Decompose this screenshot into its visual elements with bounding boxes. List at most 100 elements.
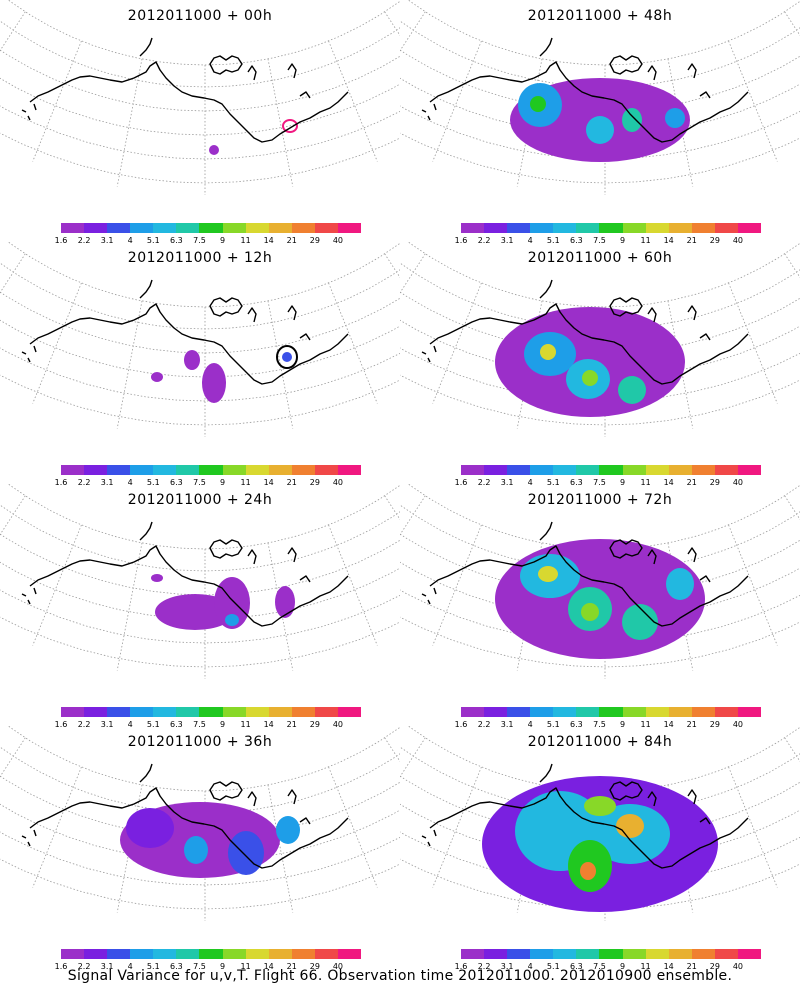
map-content: [400, 0, 800, 195]
colorbar-swatch: [461, 707, 485, 717]
colorbar-tick-label: 5.1: [146, 720, 160, 729]
graticule-parallel: [0, 49, 400, 112]
graticule-meridian: [384, 737, 400, 763]
colorbar-tick-label: 29: [309, 962, 320, 971]
colorbar-swatch: [61, 223, 85, 233]
coastline: [139, 521, 153, 541]
variance-region: [665, 108, 685, 128]
graticule-parallel: [400, 132, 800, 184]
graticule-parallel: [0, 132, 400, 184]
colorbar: [61, 223, 362, 233]
colorbar-tick-label: 40: [332, 720, 344, 729]
colorbar-swatch: [461, 465, 485, 475]
graticule-meridian: [400, 11, 426, 52]
colorbar-swatch: [668, 223, 692, 233]
colorbar-swatch: [507, 465, 531, 475]
colorbar-tick-label: 40: [332, 478, 344, 487]
graticule-parallel: [0, 561, 400, 620]
colorbar-tick-label: 11: [240, 962, 251, 971]
colorbar-swatch: [484, 707, 508, 717]
map-panel-24h: 2012011000 + 24h 1.6 2.2 3.1 4 5.1 6.3 7.5 9 11 1…: [0, 484, 400, 734]
variance-contour: [276, 345, 298, 369]
colorbar-tick-label: 3.1: [100, 720, 114, 729]
coastline: [209, 539, 243, 559]
graticule-parallel: [0, 746, 400, 814]
figure-caption: Signal Variance for u,v,T. Flight 66. Ob…: [67, 968, 733, 984]
colorbar-tick-label: 1.6: [454, 236, 468, 245]
colorbar-tick-label: 3.1: [100, 962, 114, 971]
colorbar-labels: 1.6 2.2 3.1 4 5.1 6.3 7.5 9 11 14 21 29 40: [55, 478, 361, 490]
graticule-parallel: [7, 242, 400, 308]
variance-region: [276, 816, 300, 844]
colorbar-swatch: [714, 223, 738, 233]
map: [400, 726, 800, 921]
colorbar-tick-label: 4: [127, 478, 133, 487]
colorbar-swatch: [530, 707, 554, 717]
colorbar-swatch: [61, 949, 85, 959]
colorbar-tick-label: 4: [127, 720, 133, 729]
variance-region: [584, 796, 616, 816]
colorbar-swatch: [107, 949, 131, 959]
colorbar-swatch: [153, 223, 177, 233]
variance-region: [184, 836, 208, 864]
colorbar-swatch: [737, 949, 762, 959]
coastline: [299, 575, 311, 583]
graticule-meridian: [116, 58, 143, 187]
coastline: [247, 307, 257, 323]
colorbar-labels: 1.6 2.2 3.1 4 5.1 6.3 7.5 9 11 14 21 29 40: [455, 962, 761, 974]
map: [0, 484, 400, 679]
colorbar-labels: 1.6 2.2 3.1 4 5.1 6.3 7.5 9 11 14 21 29 40: [455, 720, 761, 732]
graticule-meridian: [116, 542, 143, 671]
colorbar-tick-label: 14: [263, 236, 274, 245]
coastline: [139, 763, 153, 783]
colorbar-tick-label: 21: [286, 236, 297, 245]
colorbar-swatch: [461, 949, 485, 959]
colorbar-swatch: [61, 707, 85, 717]
colorbar-swatch: [153, 949, 177, 959]
colorbar-tick-label: 2.2: [77, 236, 91, 245]
coastline: [647, 307, 657, 323]
colorbar-tick-label: 6.3: [570, 720, 583, 729]
graticule-parallel: [400, 561, 800, 620]
colorbar-tick-label: 1.6: [454, 962, 468, 971]
colorbar-swatch: [84, 707, 108, 717]
colorbar-tick-label: 9: [619, 720, 626, 729]
graticule-parallel: [400, 77, 800, 136]
colorbar-swatch: [507, 223, 531, 233]
graticule-meridian: [728, 40, 778, 162]
colorbar-tick-label: 6.3: [170, 478, 183, 487]
coastline: [139, 279, 153, 299]
colorbar-swatch: [153, 465, 177, 475]
graticule-parallel: [0, 803, 400, 862]
colorbar-swatch: [691, 465, 715, 475]
colorbar-swatch: [291, 949, 315, 959]
coastline: [29, 303, 349, 385]
colorbar: [461, 707, 762, 717]
colorbar-tick-label: 7.5: [593, 236, 606, 245]
map-content: [400, 726, 800, 921]
colorbar-swatch: [84, 949, 108, 959]
colorbar-tick-label: 29: [709, 720, 720, 729]
colorbar-swatch: [507, 949, 531, 959]
colorbar-tick-label: 11: [640, 720, 651, 729]
colorbar-tick-label: 4: [527, 236, 533, 245]
coastline: [29, 61, 349, 143]
colorbar-swatch: [645, 949, 669, 959]
variance-region: [282, 352, 292, 362]
colorbar-swatch: [576, 707, 600, 717]
coastline: [647, 791, 657, 807]
colorbar-tick-label: 11: [240, 720, 251, 729]
colorbar-tick-label: 1.6: [54, 236, 68, 245]
map-content: [0, 0, 400, 195]
graticule-meridian: [400, 253, 426, 294]
coastline: [609, 55, 643, 75]
colorbar-swatch: [314, 949, 338, 959]
colorbar-tick-label: 5.1: [546, 962, 560, 971]
colorbar-tick-label: 1.6: [54, 962, 68, 971]
colorbar: [61, 949, 362, 959]
graticule-parallel: [400, 374, 800, 426]
colorbar-swatch: [576, 223, 600, 233]
colorbar-tick-label: 9: [219, 478, 226, 487]
colorbar-swatch: [222, 223, 246, 233]
variance-region: [540, 344, 556, 360]
